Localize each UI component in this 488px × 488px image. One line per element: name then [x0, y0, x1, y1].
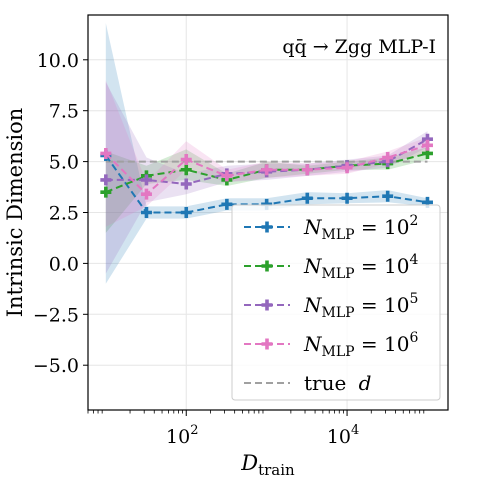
data-point-4	[100, 186, 112, 198]
legend-base-part: N	[303, 332, 323, 356]
data-point-2	[301, 192, 313, 204]
series-band-5	[105, 82, 428, 274]
x-axis-label-subscript: train	[258, 461, 295, 479]
y-tick-label: −5.0	[33, 355, 79, 377]
legend-eq-part: = 10	[355, 215, 410, 239]
legend-label-5: NMLP = 105	[303, 291, 418, 321]
legend-true-var: d	[359, 371, 372, 395]
legend-sup-part: 4	[409, 252, 418, 268]
data-point-6	[100, 147, 112, 159]
data-point-6	[341, 162, 353, 174]
y-tick-label: 10.0	[37, 50, 79, 72]
process-annotation: qq̄ → Zgg MLP-I	[282, 36, 436, 58]
x-tick-label: 104	[327, 423, 359, 448]
x-axis-label: Dtrain	[240, 451, 295, 479]
legend-base-part: N	[303, 293, 323, 317]
legend-label-2: NMLP = 102	[303, 213, 418, 243]
data-point-6	[301, 164, 313, 176]
legend-marker-2	[261, 221, 273, 233]
legend-sub-part: MLP	[322, 344, 355, 360]
legend-base-part: N	[303, 215, 323, 239]
legend-label-4: NMLP = 104	[303, 252, 418, 282]
y-axis-label: Intrinsic Dimension	[3, 108, 27, 318]
data-point-6	[421, 139, 433, 151]
legend-base-part: N	[303, 254, 323, 278]
data-point-2	[382, 190, 394, 202]
legend-sup-part: 5	[409, 291, 418, 307]
data-point-5	[100, 174, 112, 186]
data-point-2	[180, 207, 192, 218]
data-point-5	[180, 178, 192, 190]
data-point-2	[221, 198, 233, 210]
legend-sub-part: MLP	[322, 266, 355, 282]
legend-marker-6	[261, 338, 273, 350]
x-tick-base: 10	[166, 426, 190, 448]
data-point-5	[140, 174, 152, 186]
y-tick-label: −2.5	[33, 304, 79, 326]
series-line-6	[105, 144, 428, 196]
x-tick-exponent: 4	[351, 423, 359, 438]
x-tick-label: 102	[166, 423, 198, 448]
legend-sup-part: 2	[409, 213, 418, 229]
data-point-6	[261, 164, 273, 176]
series-lines	[100, 133, 433, 218]
legend-eq-part: = 10	[355, 254, 410, 278]
data-point-6	[382, 152, 394, 164]
legend-sub-part: MLP	[322, 227, 355, 243]
legend-marker-4	[261, 260, 273, 272]
data-point-6	[140, 188, 152, 200]
legend-label-6: NMLP = 106	[303, 330, 418, 360]
data-point-6	[180, 154, 192, 166]
y-tick-label: 5.0	[49, 152, 79, 174]
legend-box	[231, 204, 441, 401]
legend-eq-part: = 10	[355, 332, 410, 356]
data-point-2	[341, 192, 353, 204]
y-tick-label: 0.0	[49, 253, 79, 275]
data-point-2	[140, 207, 152, 218]
legend-marker-5	[261, 299, 273, 311]
x-tick-exponent: 2	[190, 423, 198, 438]
legend-label-true-d: true d	[304, 371, 371, 395]
legend-sub-part: MLP	[322, 305, 355, 321]
x-axis-label-base: D	[240, 451, 258, 475]
y-tick-label: 2.5	[49, 203, 79, 225]
legend-eq-part: = 10	[355, 293, 410, 317]
data-point-4	[180, 164, 192, 176]
series-line-5	[105, 138, 428, 186]
data-point-6	[221, 170, 233, 182]
y-tick-label: 7.5	[49, 101, 79, 123]
legend-sup-part: 6	[409, 330, 418, 346]
x-tick-base: 10	[327, 426, 351, 448]
legend-true-text: true	[304, 371, 353, 395]
